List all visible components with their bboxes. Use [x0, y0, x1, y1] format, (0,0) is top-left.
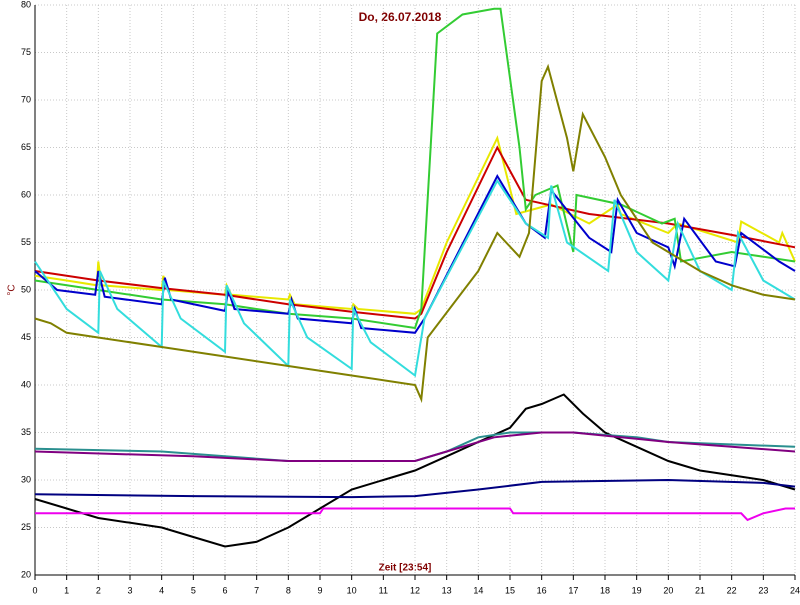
x-tick-label: 11: [379, 585, 388, 595]
x-tick-label: 13: [442, 585, 452, 595]
series-line: [34, 63, 796, 404]
x-tick-label: 9: [317, 585, 322, 595]
chart-title: Do, 26.07.2018: [359, 10, 442, 24]
y-tick-label: 45: [21, 332, 31, 342]
series-line: [34, 145, 796, 320]
y-axis-label: °C: [7, 284, 18, 295]
x-tick-label: 17: [568, 585, 578, 595]
y-tick-label: 55: [21, 237, 31, 247]
x-tick-label: 4: [159, 585, 164, 595]
x-tick-label: 5: [191, 585, 196, 595]
x-axis-label: Zeit [23:54]: [379, 563, 432, 574]
x-tick-label: 22: [727, 585, 737, 595]
series-line: [34, 431, 796, 462]
x-tick-label: 1: [64, 585, 69, 595]
x-tick-label: 24: [790, 585, 800, 595]
y-tick-label: 65: [21, 142, 31, 152]
x-tick-label: 19: [632, 585, 642, 595]
x-tick-label: 2: [96, 585, 101, 595]
x-tick-label: 20: [663, 585, 673, 595]
y-tick-label: 25: [21, 522, 31, 532]
x-tick-label: 23: [758, 585, 768, 595]
x-tick-label: 0: [32, 585, 37, 595]
series-line: [34, 431, 796, 462]
series-line: [34, 393, 796, 548]
x-tick-label: 8: [286, 585, 291, 595]
y-tick-label: 75: [21, 47, 31, 57]
y-tick-label: 50: [21, 284, 31, 294]
x-tick-label: 21: [695, 585, 705, 595]
x-tick-label: 18: [600, 585, 610, 595]
x-tick-label: 7: [254, 585, 259, 595]
y-tick-label: 60: [21, 189, 31, 199]
y-tick-label: 40: [21, 379, 31, 389]
series-line: [34, 478, 796, 499]
y-tick-label: 70: [21, 94, 31, 104]
series-line: [35, 507, 795, 522]
x-tick-label: 15: [505, 585, 515, 595]
x-tick-label: 14: [473, 585, 483, 595]
x-tick-label: 3: [127, 585, 132, 595]
x-tick-label: 12: [410, 585, 420, 595]
x-tick-label: 10: [347, 585, 357, 595]
y-tick-label: 20: [21, 569, 31, 579]
y-tick-label: 30: [21, 474, 31, 484]
y-tick-label: 80: [21, 0, 31, 9]
x-tick-label: 16: [537, 585, 547, 595]
x-tick-label: 6: [222, 585, 227, 595]
series-line: [34, 178, 796, 378]
y-tick-label: 35: [21, 427, 31, 437]
